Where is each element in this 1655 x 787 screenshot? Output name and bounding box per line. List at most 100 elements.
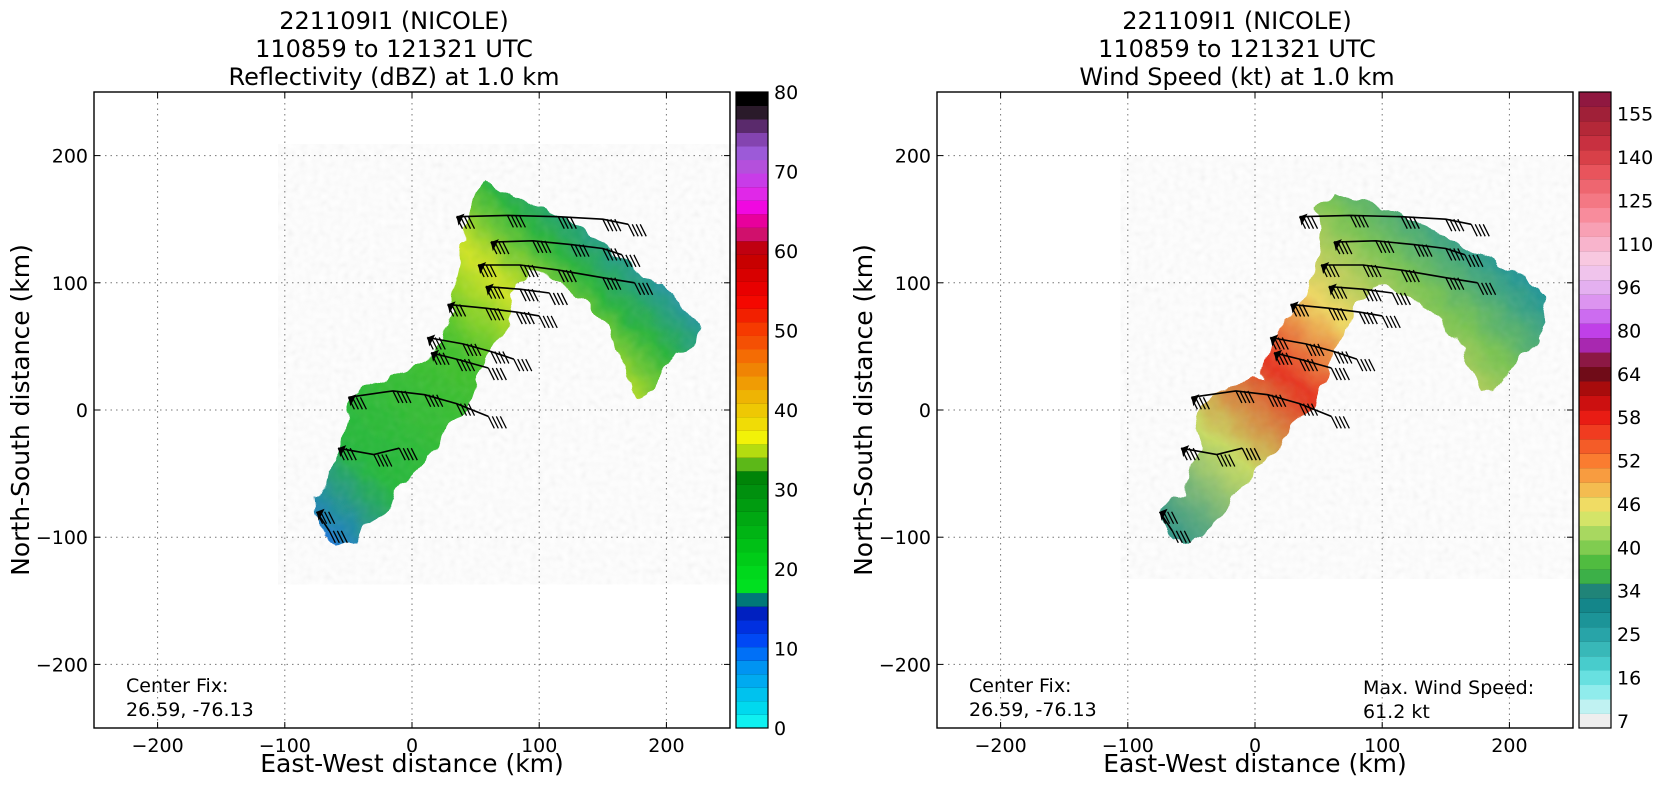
x-tick-label: −200 <box>975 735 1027 757</box>
barb-feather <box>494 351 502 364</box>
barb-feather <box>1457 218 1465 232</box>
barb-feather <box>491 367 499 381</box>
barb-feather <box>1281 352 1289 366</box>
barb-feather <box>548 292 556 306</box>
barb-feather <box>614 218 622 232</box>
barb-feather <box>1395 292 1403 306</box>
barb-feather <box>385 454 393 467</box>
barb-feather <box>1345 241 1353 255</box>
colorbar-swatch <box>1579 381 1611 396</box>
barb-feather <box>434 352 442 366</box>
barb-feather <box>614 277 622 291</box>
barb-feather <box>1366 311 1374 325</box>
colorbar-swatch <box>736 673 768 688</box>
barb-feather <box>1302 358 1311 372</box>
colorbar-swatch <box>736 322 768 336</box>
barb-feather <box>463 358 472 372</box>
colorbar-swatch <box>736 132 768 147</box>
barb-feather <box>1333 241 1341 255</box>
barb-feather <box>1400 269 1408 283</box>
colorbar-swatch <box>1579 352 1611 368</box>
barb-feather <box>459 403 468 416</box>
barb-feather <box>410 447 418 461</box>
colorbar-swatch <box>1579 670 1611 686</box>
barb-feather <box>1192 447 1200 461</box>
barb-flag <box>427 334 436 347</box>
barb-flag <box>1159 508 1168 521</box>
barb-feather <box>1470 223 1478 237</box>
colorbar-swatch <box>736 227 768 242</box>
colorbar-swatch <box>1579 467 1611 483</box>
barb-feather <box>646 282 654 296</box>
barb-flag <box>456 213 465 226</box>
max-wind-value: 61.2 kt <box>1363 701 1430 723</box>
x-axis-ticks: −200 −100 0 100 200 <box>975 92 1528 757</box>
barb-feather <box>602 277 610 291</box>
barb-feather <box>432 394 440 408</box>
barb-feather <box>373 454 381 467</box>
x-tick-label: 0 <box>406 735 418 757</box>
colorbar-tick-label: 96 <box>1617 277 1641 299</box>
barb-feather <box>485 307 493 321</box>
colorbar-swatch <box>1579 410 1611 425</box>
colorbar-swatch <box>736 254 768 269</box>
chart-title-line-1: 221109I1 (NICOLE) <box>279 7 509 35</box>
x-tick-label: 100 <box>1364 735 1400 757</box>
barb-flag <box>1191 394 1200 407</box>
y-axis-ticks: −200 −100 0 100 200 <box>36 146 730 676</box>
barb-feather <box>498 241 506 255</box>
barb-track <box>490 239 623 256</box>
barb-feather <box>470 343 478 357</box>
barb-feather <box>631 223 639 237</box>
x-tick-label: 0 <box>1249 735 1261 757</box>
colorbar-swatch <box>736 200 768 215</box>
barb-feather <box>1198 396 1206 410</box>
barb-feather <box>337 447 345 461</box>
colorbar-swatch <box>736 186 768 201</box>
barb-flag <box>1270 334 1279 347</box>
barb-feather <box>499 367 507 381</box>
barb-feather <box>1216 454 1224 467</box>
barb-feather <box>490 351 498 364</box>
barb-feather <box>1337 241 1345 255</box>
barb-feather <box>1302 216 1311 229</box>
barb-feather <box>447 304 455 317</box>
barb-feather <box>1298 403 1307 416</box>
colorbar <box>1578 91 1612 729</box>
barb-feather <box>1310 216 1319 229</box>
barb-feather <box>1404 269 1412 283</box>
barb-feather <box>560 292 568 306</box>
barb-feather <box>400 390 408 404</box>
barb-feather <box>396 390 404 404</box>
barb-feather <box>1366 264 1374 278</box>
colorbar-tick-label: 140 <box>1617 147 1653 169</box>
colorbar-ticks: 0 10 20 30 40 50 60 70 80 <box>774 82 798 740</box>
chart-title-line-3: Wind Speed (kt) at 1.0 km <box>1079 63 1394 91</box>
barb-flag <box>338 445 347 458</box>
barb-feather <box>1412 269 1420 283</box>
barb-track <box>1333 239 1466 256</box>
barb-feather <box>614 248 622 261</box>
barb-feather <box>550 315 558 329</box>
barb-feather <box>1224 454 1232 467</box>
barb-feather <box>519 264 527 278</box>
barb-feather <box>1336 286 1344 299</box>
grid-lines <box>94 92 730 728</box>
barb-feather <box>491 416 499 429</box>
barb-feather <box>1285 352 1293 366</box>
colorbar-swatch <box>736 213 768 228</box>
colorbar-swatch <box>736 714 768 729</box>
colorbar-swatch <box>1579 569 1611 584</box>
barb-feather <box>430 352 438 366</box>
barb-feather <box>1302 304 1310 317</box>
barb-feather <box>1220 454 1228 467</box>
chart-title-line-1: 221109I1 (NICOLE) <box>1122 7 1352 35</box>
barb-feather <box>1449 248 1457 261</box>
colorbar-swatch <box>1579 395 1611 411</box>
barb-feather <box>625 254 633 268</box>
barb-feather <box>359 396 367 410</box>
grid-lines <box>937 92 1573 728</box>
barb-feather <box>455 403 464 416</box>
colorbar-swatch <box>1579 626 1611 642</box>
barb-feather <box>341 447 349 461</box>
